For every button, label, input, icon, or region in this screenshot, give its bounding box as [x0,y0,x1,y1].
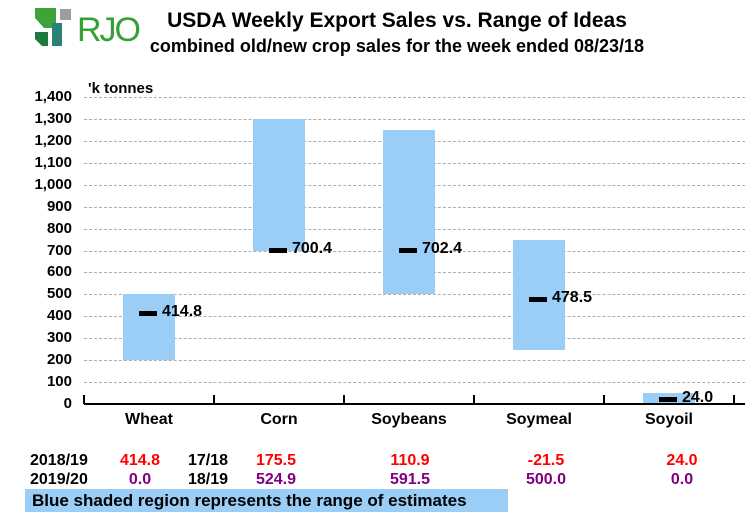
gridline [84,338,745,339]
reported-sales-value-label: 478.5 [552,289,593,306]
rjo-logo: RJO [35,8,145,49]
y-axis-tick-label: 1,100 [34,154,72,171]
footnote: Blue shaded region represents the range … [25,489,508,512]
reported-sales-value-label: 24.0 [682,389,714,406]
table-value-cell: 0.0 [670,471,694,488]
category-label: Soymeal [506,411,572,428]
table-value-cell: 500.0 [525,471,567,488]
category-label: Corn [260,411,298,428]
reported-sales-marker [269,248,287,253]
table-value-cell: 0.0 [128,471,152,488]
category-label: Soybeans [371,411,447,428]
y-axis-tick-label: 600 [46,263,72,280]
y-axis-tick-label: 1,200 [34,132,72,149]
y-axis-tick-label: 700 [46,242,72,259]
reported-sales-value-label: 414.8 [162,303,203,320]
reported-sales-marker [659,397,677,402]
table-value-cell: 414.8 [119,452,161,469]
reported-sales-marker [139,311,157,316]
x-axis-tick [213,395,215,404]
x-axis-tick [603,395,605,404]
y-axis-tick-label: 800 [46,220,72,237]
y-axis-unit-label: 'k tonnes [88,80,154,97]
estimate-range-bar [123,294,175,360]
table-value-cell: 175.5 [255,452,297,469]
y-axis-tick-label: 500 [46,285,72,302]
estimate-range-bar [513,240,565,350]
table-value-cell: 24.0 [666,452,698,469]
reported-sales-marker [399,248,417,253]
y-axis-tick-label: 1,000 [34,176,72,193]
y-axis-tick-label: 300 [46,329,72,346]
table-value-cell: 591.5 [389,471,431,488]
table-alt-year-label: 17/18 [187,452,229,469]
x-axis-tick [83,395,85,404]
table-value-cell: 110.9 [390,452,430,469]
y-axis-tick-label: 100 [46,373,72,390]
y-axis-tick-label: 900 [46,198,72,215]
y-axis-tick-label: 400 [46,307,72,324]
y-axis-tick-label: 1,400 [34,88,72,105]
reported-sales-value-label: 700.4 [292,240,333,257]
table-value-cell: -21.5 [527,452,565,469]
reported-sales-value-label: 702.4 [422,240,463,257]
reported-sales-marker [529,297,547,302]
gridline [84,360,745,361]
gridline [84,97,745,98]
estimate-range-bar [253,119,305,251]
y-axis-tick-label: 200 [46,351,72,368]
x-axis-line [84,403,745,405]
x-axis-tick [343,395,345,404]
x-axis-tick [473,395,475,404]
x-axis-tick [733,395,735,404]
estimate-range-bar [383,130,435,294]
gridline [84,316,745,317]
y-axis-tick-label: 1,300 [34,110,72,127]
table-value-cell: 524.9 [255,471,297,488]
category-label: Wheat [125,411,173,428]
rjo-logo-text: RJO [77,11,141,49]
page-subtitle: combined old/new crop sales for the week… [149,36,645,56]
gridline [84,119,745,120]
category-label: Soyoil [644,411,694,428]
table-year-label: 2018/19 [30,452,88,469]
rjo-logo-mark [35,8,71,46]
gridline [84,294,745,295]
table-alt-year-label: 18/19 [187,471,229,488]
page-title: USDA Weekly Export Sales vs. Range of Id… [167,9,627,32]
gridline [84,382,745,383]
y-axis-tick-label: 0 [63,395,72,412]
table-year-label: 2019/20 [30,471,88,488]
